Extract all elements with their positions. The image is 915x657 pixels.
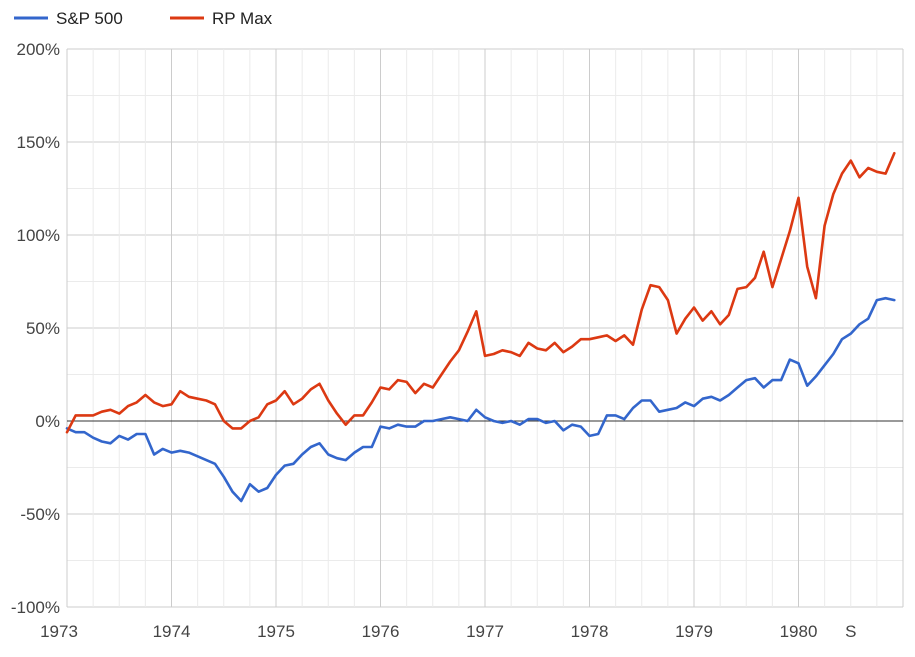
series-line-rp-max — [65, 151, 896, 434]
x-tick-label: 1977 — [466, 622, 504, 641]
grid-layer — [66, 48, 904, 608]
axis-layer: 200% 150% 100% 50% 0% -50% -100% 1973 1974 1975 19… — [11, 40, 903, 641]
x-tick-label: 1980 — [780, 622, 818, 641]
legend-item-rp-max[interactable]: RP Max — [170, 9, 273, 28]
y-tick-label: 100% — [17, 226, 60, 245]
x-tick-label: 1973 — [40, 622, 78, 641]
x-tick-label: 1975 — [257, 622, 295, 641]
y-tick-label: 0% — [35, 412, 60, 431]
series-layer — [65, 151, 896, 503]
legend-label: S&P 500 — [56, 9, 123, 28]
y-tick-label: 150% — [17, 133, 60, 152]
x-tick-label: 1974 — [153, 622, 191, 641]
legend-label: RP Max — [212, 9, 273, 28]
legend-item-sp500[interactable]: S&P 500 — [14, 9, 123, 28]
y-tick-label: 200% — [17, 40, 60, 59]
series-line-sp500 — [65, 296, 896, 503]
x-tick-label: 1978 — [571, 622, 609, 641]
y-tick-label: -100% — [11, 598, 60, 617]
x-tick-label: 1979 — [675, 622, 713, 641]
legend[interactable]: S&P 500 RP Max — [14, 9, 273, 28]
x-tick-label: 1976 — [362, 622, 400, 641]
y-tick-label: 50% — [26, 319, 60, 338]
y-tick-label: -50% — [20, 505, 60, 524]
x-tick-label: S — [845, 622, 856, 641]
